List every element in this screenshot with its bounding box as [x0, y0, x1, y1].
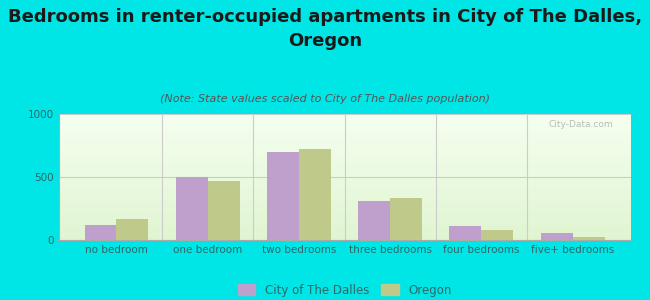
Bar — [390, 198, 422, 240]
Legend: City of The Dalles, Oregon: City of The Dalles, Oregon — [237, 284, 452, 297]
Text: City-Data.com: City-Data.com — [549, 120, 614, 129]
Bar — [449, 226, 482, 240]
Bar — [482, 230, 514, 240]
Bar — [358, 201, 390, 240]
Text: Bedrooms in renter-occupied apartments in City of The Dalles,: Bedrooms in renter-occupied apartments i… — [8, 8, 642, 26]
Bar — [267, 152, 299, 240]
Bar — [299, 148, 331, 240]
Bar — [176, 177, 207, 240]
Text: Oregon: Oregon — [288, 32, 362, 50]
Text: (Note: State values scaled to City of The Dalles population): (Note: State values scaled to City of Th… — [160, 94, 490, 104]
Bar — [207, 181, 240, 240]
Bar — [541, 233, 573, 240]
Bar — [573, 238, 604, 240]
Bar — [84, 225, 116, 240]
Bar — [116, 219, 148, 240]
